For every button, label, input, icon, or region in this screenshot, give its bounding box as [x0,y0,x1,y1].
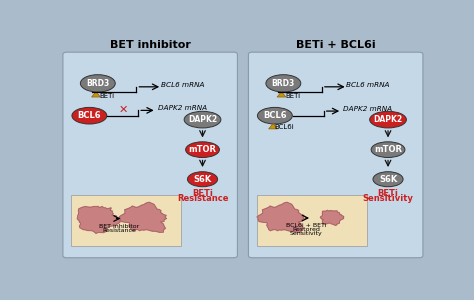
Text: S6K: S6K [379,175,397,184]
Text: Restored: Restored [292,227,320,232]
Polygon shape [277,92,286,97]
Text: BCL6 mRNA: BCL6 mRNA [161,82,204,88]
Text: BETi: BETi [100,93,115,99]
FancyBboxPatch shape [256,195,367,246]
Ellipse shape [72,107,107,124]
Text: Resistance: Resistance [102,228,136,233]
Ellipse shape [370,111,406,128]
Text: BETi + BCL6i: BETi + BCL6i [296,40,375,50]
Text: BETi: BETi [378,189,399,198]
Text: BET inhibitor: BET inhibitor [99,224,139,229]
FancyBboxPatch shape [248,52,423,258]
Text: Resistance: Resistance [177,194,228,203]
Text: Sensitivity: Sensitivity [290,231,323,236]
Text: ✕: ✕ [118,105,128,115]
Polygon shape [269,124,277,129]
Ellipse shape [187,172,218,187]
Polygon shape [320,210,344,225]
Text: BRD3: BRD3 [272,79,295,88]
Text: mTOR: mTOR [374,145,402,154]
Text: BCL6: BCL6 [263,111,287,120]
Text: BCL6: BCL6 [78,111,101,120]
Ellipse shape [81,75,115,92]
FancyBboxPatch shape [63,52,237,258]
FancyBboxPatch shape [71,195,181,246]
Ellipse shape [373,172,403,187]
Text: DAPK2 mRNA: DAPK2 mRNA [343,106,392,112]
Text: BRD3: BRD3 [86,79,109,88]
Ellipse shape [184,111,221,128]
Text: Sensitivity: Sensitivity [363,194,413,203]
Ellipse shape [266,75,301,92]
Text: DAPK2 mRNA: DAPK2 mRNA [158,105,207,111]
Text: BCL6i: BCL6i [274,124,294,130]
Text: DAPK2: DAPK2 [374,115,402,124]
Text: BCL6 mRNA: BCL6 mRNA [346,82,390,88]
Polygon shape [257,202,304,232]
Text: BETi: BETi [192,189,213,198]
Text: BET inhibitor: BET inhibitor [109,40,191,50]
Text: mTOR: mTOR [189,145,217,154]
Ellipse shape [186,142,219,158]
Polygon shape [77,206,120,233]
Text: DAPK2: DAPK2 [188,115,217,124]
Polygon shape [119,202,166,232]
Text: BETi: BETi [285,93,300,99]
Text: BCL6i + BETi: BCL6i + BETi [286,224,327,228]
Ellipse shape [257,107,292,124]
Text: S6K: S6K [193,175,212,184]
Polygon shape [91,92,100,97]
Ellipse shape [371,142,405,158]
